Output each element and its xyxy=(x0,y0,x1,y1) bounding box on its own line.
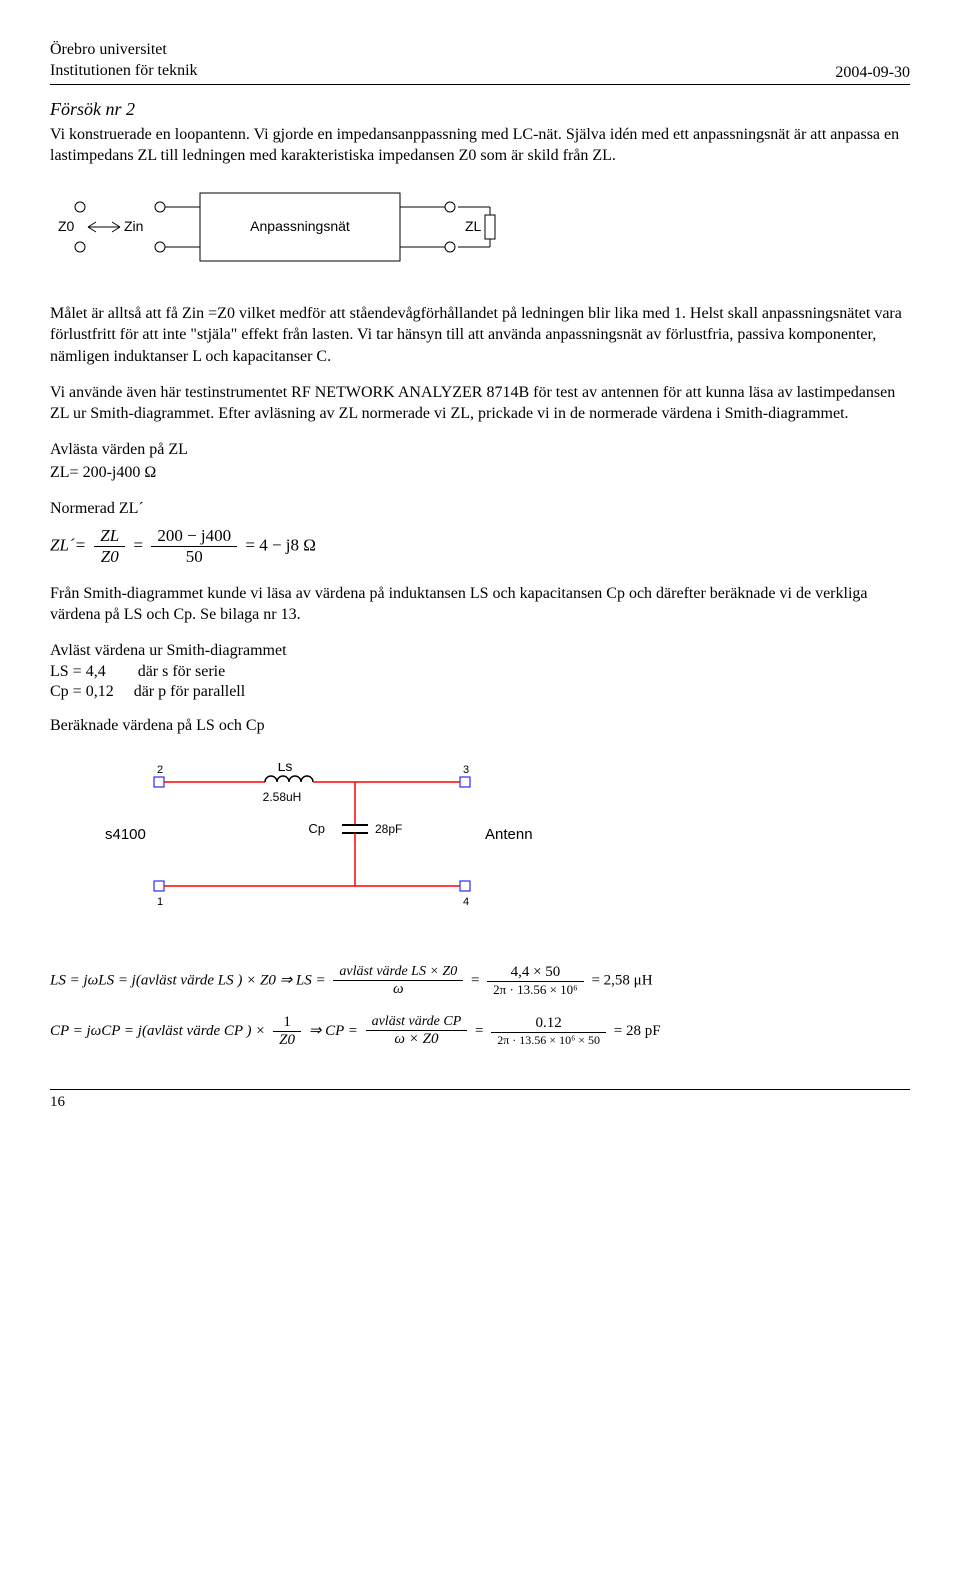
svg-text:Ls: Ls xyxy=(278,763,293,774)
formula-normerad: ZL´= ZL Z0 = 200 − j400 50 = 4 − j8 Ω xyxy=(50,526,910,567)
ls-line: LS = 4,4 där s för serie xyxy=(50,663,910,681)
beraknade-label: Beräknade värdena på LS och Cp xyxy=(50,715,910,737)
page-number: 16 xyxy=(50,1094,65,1110)
header-date: 2004-09-30 xyxy=(835,64,910,82)
svg-text:2: 2 xyxy=(157,764,163,776)
header-dept: Institutionen för teknik xyxy=(50,61,198,82)
label-box: Anpassningsnät xyxy=(250,218,350,234)
svg-text:2.58uH: 2.58uH xyxy=(263,790,302,804)
block-diagram: Z0 Zin Anpassningsnät ZL xyxy=(50,185,910,275)
svg-text:Cp: Cp xyxy=(308,821,325,836)
circuit-diagram: 2 3 1 4 Ls 2.58uH Cp 28pF s4100 Antenn xyxy=(50,763,910,938)
svg-text:1: 1 xyxy=(157,896,163,908)
svg-text:4: 4 xyxy=(463,896,469,908)
avlasta-label: Avlästa värden på ZL xyxy=(50,439,910,461)
section-title: Försök nr 2 xyxy=(50,99,910,120)
paragraph-1: Vi konstruerade en loopantenn. Vi gjorde… xyxy=(50,124,910,167)
formula-ls: LS = jωLS = j(avläst värde LS ) × Z0 ⇒ L… xyxy=(50,964,910,998)
page-footer: 16 xyxy=(50,1089,910,1111)
label-zin: Zin xyxy=(124,218,143,234)
zl-value: ZL= 200-j400 Ω xyxy=(50,462,910,484)
page-header: Örebro universitet Institutionen för tek… xyxy=(50,40,910,85)
label-z0: Z0 xyxy=(58,218,75,234)
avlast-smith-label: Avläst värdena ur Smith-diagrammet xyxy=(50,640,910,662)
formula-cp: CP = jωCP = j(avläst värde CP ) × 1 Z0 ⇒… xyxy=(50,1014,910,1049)
label-zl: ZL xyxy=(465,218,482,234)
svg-text:3: 3 xyxy=(463,764,469,776)
paragraph-2: Målet är alltså att få Zin =Z0 vilket me… xyxy=(50,303,910,368)
paragraph-4: Från Smith-diagrammet kunde vi läsa av v… xyxy=(50,583,910,626)
svg-text:s4100: s4100 xyxy=(105,826,146,843)
header-uni: Örebro universitet xyxy=(50,40,198,61)
normerad-label: Normerad ZL´ xyxy=(50,498,910,520)
svg-text:Antenn: Antenn xyxy=(485,826,533,843)
cp-line: Cp = 0,12 där p för parallell xyxy=(50,683,910,701)
svg-text:28pF: 28pF xyxy=(375,822,402,836)
paragraph-3: Vi använde även här testinstrumentet RF … xyxy=(50,382,910,425)
